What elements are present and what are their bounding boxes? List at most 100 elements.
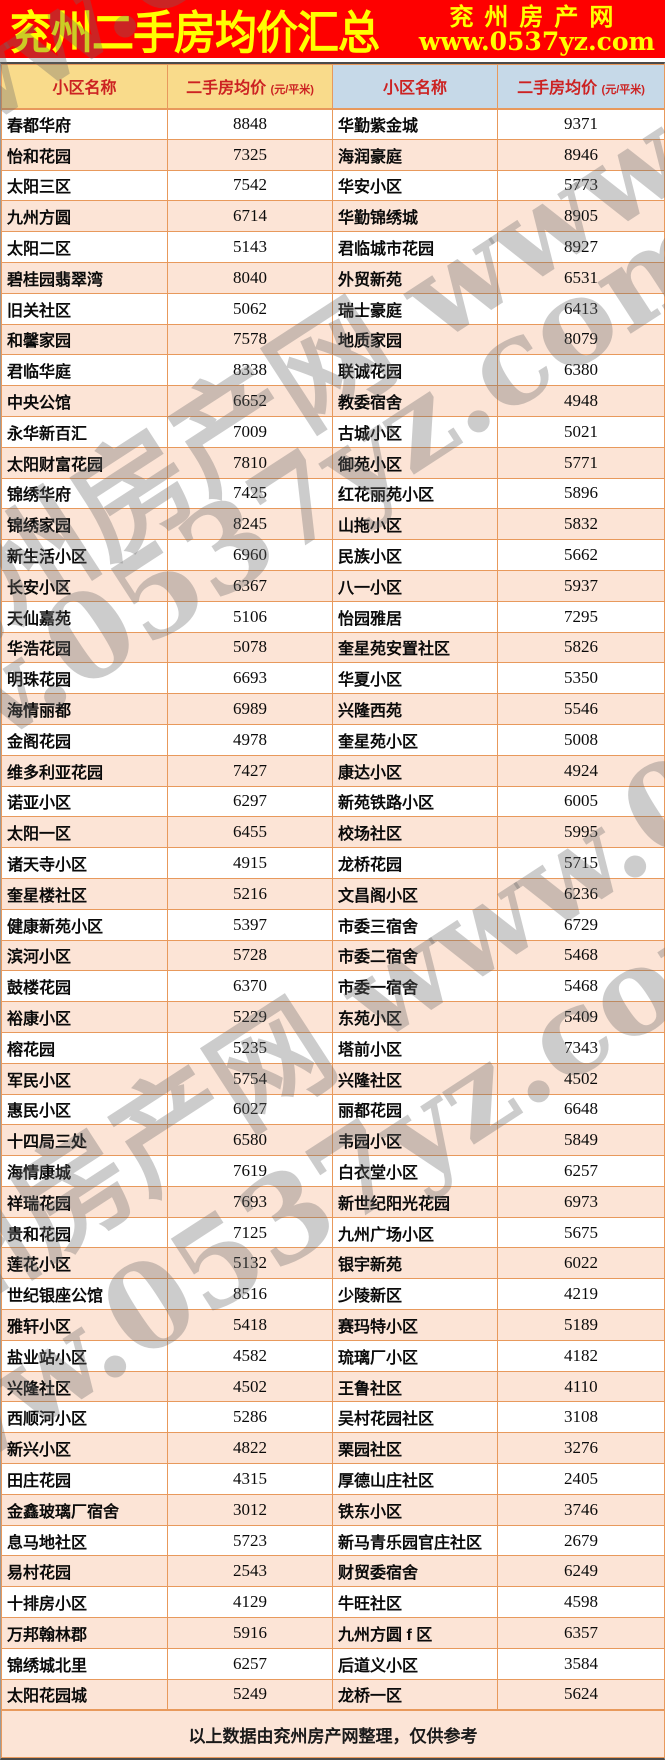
community-name-left: 莲花小区 bbox=[1, 1247, 168, 1280]
price-table: 小区名称 二手房均价 (元/平米) 小区名称 二手房均价 (元/平米) 春都华府… bbox=[1, 64, 665, 1759]
table-row: 旧关社区 5062 瑞士豪庭 6413 bbox=[1, 292, 665, 325]
community-name-right: 牛旺社区 bbox=[332, 1586, 498, 1619]
community-name-right: 地质家园 bbox=[332, 323, 498, 356]
table-row: 新兴小区 4822 栗园社区 3276 bbox=[1, 1432, 665, 1465]
community-name-right: 山拖小区 bbox=[332, 508, 498, 541]
avg-price-left: 6367 bbox=[167, 569, 333, 602]
site-name: 兖州房产网 bbox=[449, 1, 625, 31]
community-name-left: 金阁花园 bbox=[1, 723, 168, 756]
community-name-right: 八一小区 bbox=[332, 569, 498, 602]
table-row: 滨河小区 5728 市委二宿舍 5468 bbox=[1, 939, 665, 972]
community-name-right: 铁东小区 bbox=[332, 1493, 498, 1526]
community-name-left: 太阳二区 bbox=[1, 231, 168, 263]
avg-price-right: 5350 bbox=[497, 662, 665, 695]
table-row: 息马地社区 5723 新马青乐园官庄社区 2679 bbox=[1, 1524, 665, 1557]
community-name-left: 息马地社区 bbox=[1, 1524, 168, 1557]
community-name-left: 中央公馆 bbox=[1, 385, 168, 417]
community-name-right: 奎星苑小区 bbox=[332, 723, 498, 756]
column-header-label: 二手房均价 bbox=[186, 80, 267, 98]
avg-price-right: 5468 bbox=[497, 970, 665, 1003]
avg-price-left: 5143 bbox=[167, 231, 333, 263]
avg-price-left: 5062 bbox=[167, 292, 333, 325]
avg-price-right: 5409 bbox=[497, 1001, 665, 1033]
avg-price-right: 6413 bbox=[497, 292, 665, 325]
avg-price-right: 7343 bbox=[497, 1031, 665, 1064]
community-name-left: 锦绣华府 bbox=[1, 477, 168, 510]
avg-price-right: 6648 bbox=[497, 1093, 665, 1126]
community-name-left: 盐业站小区 bbox=[1, 1339, 168, 1372]
table-row: 和馨家园 7578 地质家园 8079 bbox=[1, 323, 665, 356]
avg-price-left: 5078 bbox=[167, 631, 333, 664]
table-row: 华浩花园 5078 奎星苑安置社区 5826 bbox=[1, 631, 665, 664]
table-row: 太阳二区 5143 君临城市花园 8927 bbox=[1, 231, 665, 263]
avg-price-left: 6027 bbox=[167, 1093, 333, 1126]
community-name-left: 华浩花园 bbox=[1, 631, 168, 664]
community-name-right: 华夏小区 bbox=[332, 662, 498, 695]
avg-price-right: 6249 bbox=[497, 1555, 665, 1588]
community-name-right: 韦园小区 bbox=[332, 1124, 498, 1157]
community-name-left: 春都华府 bbox=[1, 108, 168, 140]
avg-price-right: 6973 bbox=[497, 1185, 665, 1218]
avg-price-right: 3584 bbox=[497, 1647, 665, 1680]
community-name-right: 东苑小区 bbox=[332, 1001, 498, 1033]
community-name-right: 厚德山庄社区 bbox=[332, 1463, 498, 1495]
avg-price-right: 2679 bbox=[497, 1524, 665, 1557]
table-row: 永华新百汇 7009 古城小区 5021 bbox=[1, 415, 665, 448]
table-row: 鼓楼花园 6370 市委一宿舍 5468 bbox=[1, 970, 665, 1003]
column-header-name-left: 小区名称 bbox=[1, 64, 168, 110]
avg-price-right: 2405 bbox=[497, 1463, 665, 1495]
community-name-right: 海润豪庭 bbox=[332, 138, 498, 171]
table-row: 锦绣城北里 6257 后道义小区 3584 bbox=[1, 1647, 665, 1680]
avg-price-left: 8245 bbox=[167, 508, 333, 541]
table-row: 盐业站小区 4582 琉璃厂小区 4182 bbox=[1, 1339, 665, 1372]
table-row: 田庄花园 4315 厚德山庄社区 2405 bbox=[1, 1463, 665, 1495]
avg-price-right: 4182 bbox=[497, 1339, 665, 1372]
avg-price-left: 5229 bbox=[167, 1001, 333, 1033]
avg-price-left: 4822 bbox=[167, 1432, 333, 1465]
community-name-left: 雅轩小区 bbox=[1, 1309, 168, 1341]
table-body: 春都华府 8848 华勤紫金城 9371 怡和花园 7325 海润豪庭 8946… bbox=[1, 108, 665, 1711]
table-row: 太阳花园城 5249 龙桥一区 5624 bbox=[1, 1678, 665, 1711]
avg-price-left: 6693 bbox=[167, 662, 333, 695]
community-name-left: 惠民小区 bbox=[1, 1093, 168, 1126]
avg-price-left: 8040 bbox=[167, 261, 333, 294]
avg-price-left: 7619 bbox=[167, 1155, 333, 1187]
community-name-right: 少陵新区 bbox=[332, 1278, 498, 1311]
community-name-left: 十排房小区 bbox=[1, 1586, 168, 1619]
community-name-right: 丽都花园 bbox=[332, 1093, 498, 1126]
table-row: 明珠花园 6693 华夏小区 5350 bbox=[1, 662, 665, 695]
avg-price-right: 8927 bbox=[497, 231, 665, 263]
column-header-unit: (元/平米) bbox=[601, 84, 645, 97]
community-name-left: 长安小区 bbox=[1, 569, 168, 602]
community-name-right: 九州广场小区 bbox=[332, 1216, 498, 1249]
community-name-right: 奎星苑安置社区 bbox=[332, 631, 498, 664]
avg-price-left: 5754 bbox=[167, 1062, 333, 1095]
avg-price-left: 5132 bbox=[167, 1247, 333, 1280]
avg-price-left: 6455 bbox=[167, 816, 333, 849]
table-row: 维多利亚花园 7427 康达小区 4924 bbox=[1, 754, 665, 787]
community-name-right: 红花丽苑小区 bbox=[332, 477, 498, 510]
community-name-right: 外贸新苑 bbox=[332, 261, 498, 294]
avg-price-left: 7542 bbox=[167, 169, 333, 202]
community-name-left: 军民小区 bbox=[1, 1062, 168, 1095]
avg-price-right: 5896 bbox=[497, 477, 665, 510]
table-row: 莲花小区 5132 银宇新苑 6022 bbox=[1, 1247, 665, 1280]
avg-price-right: 4219 bbox=[497, 1278, 665, 1311]
table-row: 太阳一区 6455 校场社区 5995 bbox=[1, 816, 665, 849]
community-name-left: 和馨家园 bbox=[1, 323, 168, 356]
community-name-left: 世纪银座公馆 bbox=[1, 1278, 168, 1311]
avg-price-left: 5286 bbox=[167, 1401, 333, 1434]
community-name-right: 塔前小区 bbox=[332, 1031, 498, 1064]
avg-price-right: 6380 bbox=[497, 354, 665, 387]
community-name-left: 祥瑞花园 bbox=[1, 1185, 168, 1218]
community-name-right: 琉璃厂小区 bbox=[332, 1339, 498, 1372]
table-row: 海情康城 7619 白衣堂小区 6257 bbox=[1, 1155, 665, 1187]
price-table-wrap: 小区名称 二手房均价 (元/平米) 小区名称 二手房均价 (元/平米) 春都华府… bbox=[0, 62, 665, 1761]
avg-price-right: 5675 bbox=[497, 1216, 665, 1249]
avg-price-left: 4582 bbox=[167, 1339, 333, 1372]
table-row: 君临华庭 8338 联诚花园 6380 bbox=[1, 354, 665, 387]
table-row: 金阁花园 4978 奎星苑小区 5008 bbox=[1, 723, 665, 756]
avg-price-right: 6357 bbox=[497, 1617, 665, 1649]
community-name-right: 吴村花园社区 bbox=[332, 1401, 498, 1434]
community-name-right: 新世纪阳光花园 bbox=[332, 1185, 498, 1218]
